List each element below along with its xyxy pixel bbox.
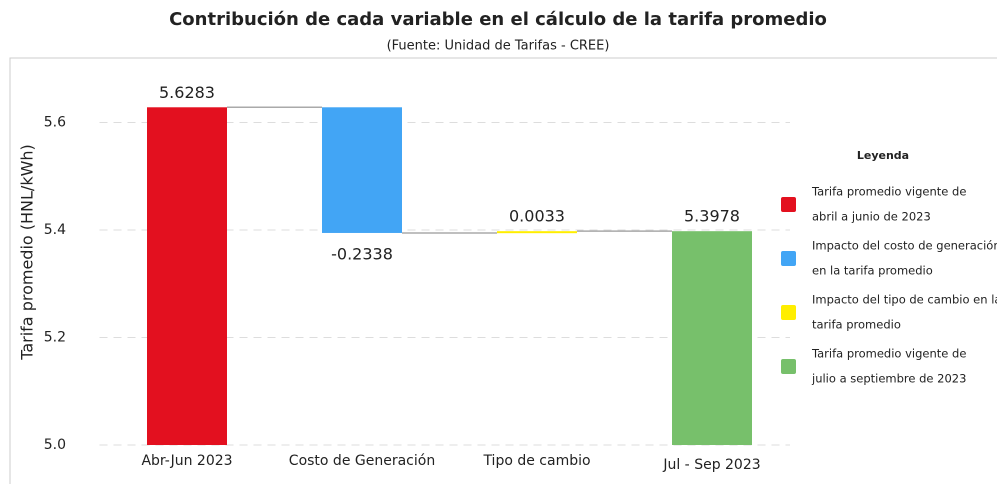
value-label: 5.3978 [684, 207, 740, 226]
legend-swatch [781, 197, 796, 212]
legend-label: Impacto del tipo de cambio en la [812, 293, 997, 307]
y-tick-label: 5.0 [44, 437, 66, 453]
legend-label: tarifa promedio [812, 318, 901, 332]
legend-swatch [781, 305, 796, 320]
legend-swatch [781, 251, 796, 266]
value-label: -0.2338 [331, 244, 393, 263]
frame [9, 57, 997, 484]
bar [497, 231, 577, 234]
x-tick-label: Costo de Generación [289, 453, 435, 469]
legend-label: Tarifa promedio vigente de [811, 347, 966, 361]
legend-label: Impacto del costo de generación [812, 239, 997, 253]
legend-label: en la tarifa promedio [812, 264, 933, 278]
x-tick-label: Jul - Sep 2023 [662, 457, 760, 473]
legend-label: Tarifa promedio vigente de [811, 185, 966, 199]
y-tick-label: 5.6 [44, 115, 66, 131]
value-label: 5.6283 [159, 83, 215, 102]
value-label: 0.0033 [509, 207, 565, 226]
x-tick-label: Tipo de cambio [482, 453, 590, 469]
x-tick-label: Abr-Jun 2023 [141, 453, 232, 469]
bar [322, 107, 402, 233]
y-tick-label: 5.4 [44, 222, 66, 238]
bar [147, 107, 227, 445]
legend-label: abril a junio de 2023 [812, 210, 931, 224]
chart-subtitle: (Fuente: Unidad de Tarifas - CREE) [387, 39, 610, 54]
bar [672, 231, 752, 445]
legend-label: julio a septiembre de 2023 [811, 372, 966, 386]
y-axis-title: Tarifa promedio (HNL/kWh) [18, 144, 37, 361]
y-tick-label: 5.2 [44, 330, 66, 346]
chart-title: Contribución de cada variable en el cálc… [169, 9, 827, 30]
legend-swatch [781, 359, 796, 374]
legend-title: Leyenda [857, 149, 909, 162]
